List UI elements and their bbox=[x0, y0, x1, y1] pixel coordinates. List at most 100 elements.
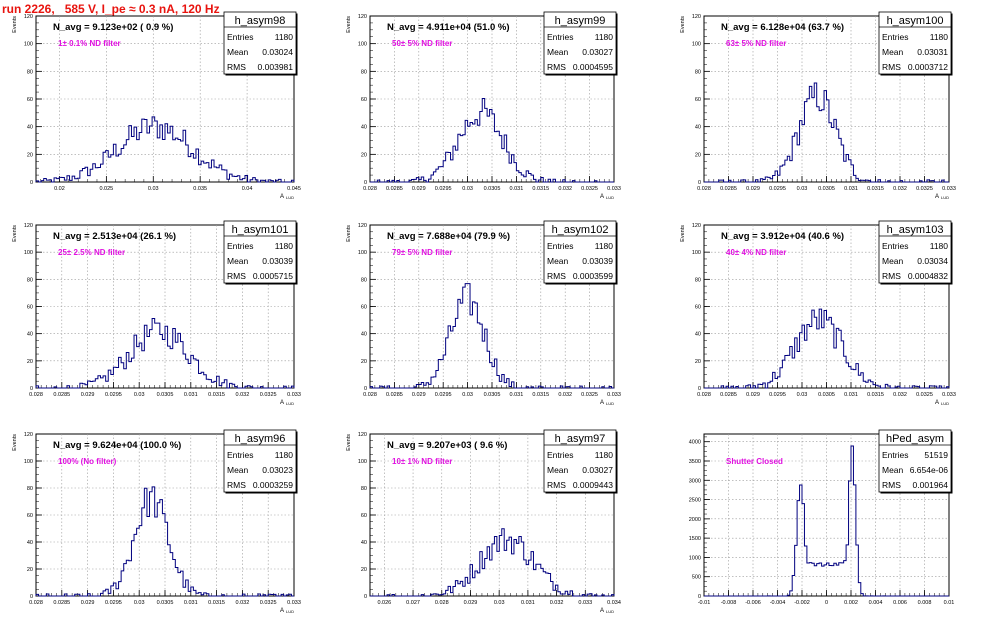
y-tick-label: 80 bbox=[361, 69, 367, 75]
x-tick-label: 0.0315 bbox=[867, 186, 884, 192]
stats-box-title: h_asym101 bbox=[232, 224, 289, 236]
y-tick-label: 0 bbox=[364, 594, 367, 600]
y-tick-label: 0 bbox=[364, 180, 367, 186]
x-tick-label: 0.0305 bbox=[818, 186, 835, 192]
x-tick-label: 0.029 bbox=[464, 600, 478, 606]
x-tick-label: 0.0285 bbox=[53, 392, 70, 398]
x-tick-label: 0.0315 bbox=[208, 600, 225, 606]
y-tick-label: 80 bbox=[27, 277, 33, 283]
stats-box bbox=[543, 220, 617, 284]
y-tick-label: 0 bbox=[698, 180, 701, 186]
stats-box-title: h_asym98 bbox=[235, 15, 286, 27]
x-tick-label: 0.032 bbox=[236, 600, 250, 606]
y-tick-label: 500 bbox=[692, 575, 701, 581]
x-tick-label: 0.028 bbox=[29, 600, 43, 606]
y-tick-label: 120 bbox=[358, 14, 367, 20]
filter-annotation: 10± 1% ND filter bbox=[392, 457, 452, 466]
histogram-panel-h_asym103: 0 20 40 60 80 100 120 0.028 0.0285 0.029 0.0295 0.0… bbox=[680, 220, 956, 406]
y-tick-label: 40 bbox=[27, 540, 33, 546]
n-avg-headline: N_avg = 3.912e+04 (40.6 %) bbox=[721, 231, 844, 242]
y-tick-label: 60 bbox=[695, 305, 701, 311]
y-tick-label: 3500 bbox=[689, 459, 701, 465]
x-tick-label: 0.0305 bbox=[157, 600, 174, 606]
stats-box-title: h_asym97 bbox=[555, 433, 606, 445]
y-tick-label: 40 bbox=[27, 125, 33, 131]
y-tick-label: 20 bbox=[361, 152, 367, 158]
x-tick-label: 0.01 bbox=[944, 600, 955, 606]
n-avg-headline: N_avg = 6.128e+04 (63.7 %) bbox=[721, 22, 844, 33]
x-tick-label: 0.029 bbox=[412, 392, 426, 398]
x-tick-label: 0.033 bbox=[607, 392, 621, 398]
x-tick-label: 0.033 bbox=[287, 600, 301, 606]
y-tick-label: 120 bbox=[692, 14, 701, 20]
x-tick-label: 0.025 bbox=[99, 186, 113, 192]
stats-key: RMS bbox=[227, 271, 246, 281]
x-tick-label: 0.031 bbox=[521, 600, 535, 606]
y-tick-label: 40 bbox=[361, 540, 367, 546]
x-tick-label: 0.03 bbox=[494, 600, 505, 606]
stats-value: 0.0004832 bbox=[908, 271, 948, 281]
x-tick-label: 0.004 bbox=[869, 600, 883, 606]
x-tick-label: 0.032 bbox=[558, 392, 572, 398]
x-tick-label: 0.028 bbox=[697, 392, 711, 398]
x-tick-label: 0.0325 bbox=[581, 392, 598, 398]
y-axis-label: Events bbox=[680, 225, 686, 242]
x-tick-label: -0.008 bbox=[721, 600, 737, 606]
n-avg-headline: N_avg = 9.624e+04 (100.0 %) bbox=[53, 440, 181, 451]
x-tick-label: 0.031 bbox=[184, 600, 198, 606]
y-tick-label: 40 bbox=[695, 125, 701, 131]
y-tick-label: 20 bbox=[27, 152, 33, 158]
x-tick-label: 0.006 bbox=[893, 600, 907, 606]
stats-box bbox=[878, 220, 952, 284]
x-tick-label: 0.03 bbox=[134, 600, 145, 606]
y-tick-label: 2500 bbox=[689, 498, 701, 504]
x-tick-label: 0.032 bbox=[550, 600, 564, 606]
stats-key: RMS bbox=[547, 480, 566, 490]
histogram-line bbox=[370, 528, 615, 597]
x-tick-label: 0.0305 bbox=[484, 392, 501, 398]
x-tick-label: 0.031 bbox=[510, 392, 524, 398]
stats-value: 1180 bbox=[930, 241, 949, 251]
x-tick-label: 0.028 bbox=[363, 186, 377, 192]
y-axis-label: Events bbox=[346, 434, 352, 451]
x-tick-label: 0.032 bbox=[893, 392, 907, 398]
n-avg-headline: N_avg = 9.123e+02 ( 0.9 %) bbox=[53, 22, 173, 33]
x-tick-label: 0.0325 bbox=[260, 600, 277, 606]
histogram-panel-h_asym100: 0 20 40 60 80 100 120 0.028 0.0285 0.029 0.0295 0.0… bbox=[680, 11, 956, 200]
x-tick-label: -0.006 bbox=[745, 600, 761, 606]
x-tick-label: 0.029 bbox=[746, 186, 760, 192]
y-tick-label: 80 bbox=[695, 69, 701, 75]
x-tick-label: 0.031 bbox=[844, 186, 858, 192]
x-tick-label: 0.0295 bbox=[105, 600, 122, 606]
stats-value: 1180 bbox=[595, 450, 614, 460]
x-tick-label: 0.03 bbox=[134, 392, 145, 398]
y-tick-label: 100 bbox=[358, 250, 367, 256]
y-tick-label: 120 bbox=[24, 14, 33, 20]
x-tick-label: 0.0285 bbox=[720, 186, 737, 192]
stats-value: 1180 bbox=[595, 32, 614, 42]
y-tick-label: 2000 bbox=[689, 517, 701, 523]
x-tick-label: 0.032 bbox=[236, 392, 250, 398]
x-axis-label-subscript: LUD bbox=[286, 401, 294, 406]
stats-key: Mean bbox=[547, 256, 569, 266]
x-tick-label: 0.02 bbox=[54, 186, 65, 192]
y-tick-label: 80 bbox=[695, 277, 701, 283]
stats-value: 0.003981 bbox=[258, 62, 294, 72]
stats-value: 0.0005715 bbox=[253, 271, 293, 281]
histogram-line bbox=[704, 445, 949, 597]
x-tick-label: 0.028 bbox=[697, 186, 711, 192]
stats-key: Mean bbox=[882, 465, 904, 475]
y-axis-label: Events bbox=[12, 16, 18, 33]
x-tick-label: 0.027 bbox=[406, 600, 420, 606]
stats-key: Entries bbox=[227, 450, 253, 460]
y-tick-label: 1500 bbox=[689, 536, 701, 542]
histogram-line bbox=[369, 283, 614, 389]
stats-box-title: h_asym96 bbox=[235, 433, 286, 445]
stats-key: RMS bbox=[882, 271, 901, 281]
x-axis-label-subscript: LUD bbox=[941, 401, 949, 406]
stats-value: 1180 bbox=[595, 241, 614, 251]
stats-key: Entries bbox=[547, 32, 573, 42]
y-tick-label: 120 bbox=[24, 432, 33, 438]
y-tick-label: 100 bbox=[692, 250, 701, 256]
y-tick-label: 20 bbox=[695, 152, 701, 158]
